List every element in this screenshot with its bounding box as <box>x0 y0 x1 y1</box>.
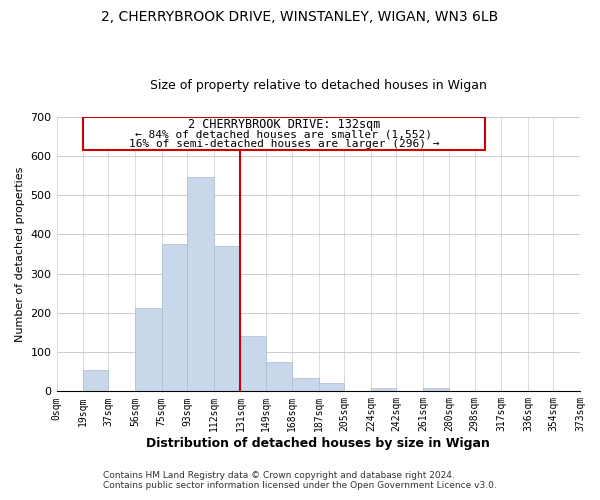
Text: 2, CHERRYBROOK DRIVE, WINSTANLEY, WIGAN, WN3 6LB: 2, CHERRYBROOK DRIVE, WINSTANLEY, WIGAN,… <box>101 10 499 24</box>
Bar <box>423 388 449 392</box>
Bar <box>162 244 187 392</box>
Bar <box>292 378 319 392</box>
Bar <box>371 388 396 392</box>
Text: Contains HM Land Registry data © Crown copyright and database right 2024.
Contai: Contains HM Land Registry data © Crown c… <box>103 470 497 490</box>
Y-axis label: Number of detached properties: Number of detached properties <box>15 166 25 342</box>
X-axis label: Distribution of detached houses by size in Wigan: Distribution of detached houses by size … <box>146 437 490 450</box>
Text: 2 CHERRYBROOK DRIVE: 132sqm: 2 CHERRYBROOK DRIVE: 132sqm <box>188 118 380 131</box>
Bar <box>319 384 344 392</box>
Bar <box>187 177 214 392</box>
Text: ← 84% of detached houses are smaller (1,552): ← 84% of detached houses are smaller (1,… <box>136 130 433 140</box>
Bar <box>83 370 109 392</box>
Bar <box>214 246 241 392</box>
Bar <box>241 336 266 392</box>
FancyBboxPatch shape <box>83 117 485 150</box>
Title: Size of property relative to detached houses in Wigan: Size of property relative to detached ho… <box>150 79 487 92</box>
Bar <box>266 362 292 392</box>
Bar <box>135 308 162 392</box>
Text: 16% of semi-detached houses are larger (296) →: 16% of semi-detached houses are larger (… <box>128 139 439 149</box>
